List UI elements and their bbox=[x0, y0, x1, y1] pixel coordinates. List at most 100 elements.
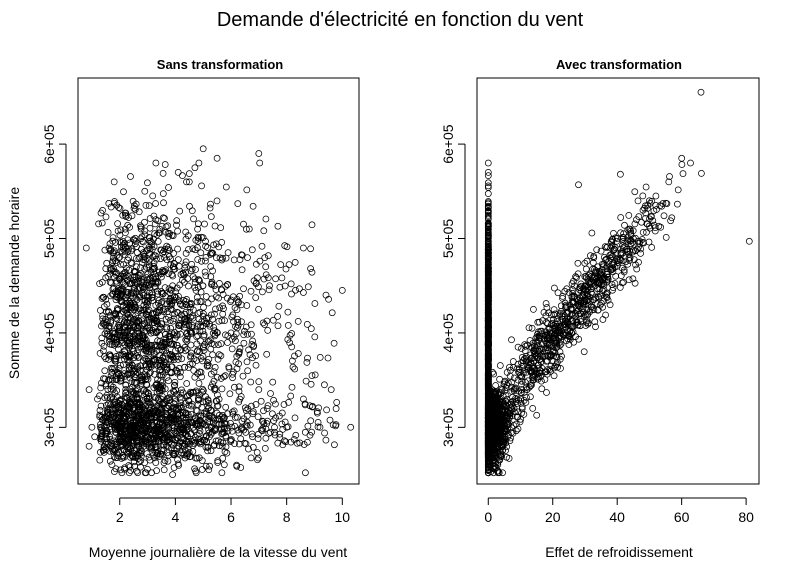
data-point bbox=[130, 204, 138, 212]
data-point bbox=[142, 437, 150, 444]
data-point bbox=[161, 161, 169, 168]
data-point bbox=[118, 421, 126, 428]
y-tick-label: 6e+05 bbox=[440, 124, 456, 164]
data-point bbox=[158, 392, 166, 400]
data-point bbox=[563, 310, 571, 317]
data-point bbox=[220, 461, 228, 469]
data-point bbox=[117, 260, 124, 268]
data-point bbox=[181, 363, 188, 371]
data-point bbox=[97, 448, 104, 456]
data-point bbox=[495, 456, 503, 464]
data-point bbox=[113, 375, 121, 383]
data-point bbox=[137, 264, 144, 271]
data-point bbox=[639, 192, 647, 200]
data-point bbox=[206, 204, 214, 212]
data-point bbox=[122, 381, 130, 389]
data-point bbox=[160, 466, 168, 474]
data-point bbox=[112, 355, 120, 363]
data-point bbox=[259, 427, 266, 435]
data-point bbox=[217, 375, 225, 382]
data-point bbox=[260, 407, 267, 415]
data-point bbox=[96, 456, 104, 464]
data-point bbox=[116, 325, 123, 333]
data-point bbox=[603, 289, 611, 297]
data-point bbox=[109, 258, 116, 266]
data-point bbox=[137, 445, 144, 453]
data-point bbox=[512, 384, 519, 392]
data-point bbox=[321, 429, 328, 437]
data-point bbox=[138, 412, 145, 419]
data-point bbox=[220, 429, 228, 437]
data-point bbox=[135, 424, 143, 432]
data-point bbox=[261, 321, 268, 328]
data-point bbox=[609, 286, 616, 294]
data-point bbox=[167, 255, 174, 263]
data-point bbox=[111, 329, 119, 337]
data-point bbox=[240, 339, 248, 347]
data-point bbox=[269, 410, 276, 418]
data-point bbox=[152, 278, 159, 286]
panel-title: Sans transformation bbox=[157, 57, 283, 72]
data-point bbox=[223, 449, 231, 457]
data-point bbox=[619, 242, 626, 249]
data-point bbox=[115, 364, 123, 372]
data-point bbox=[102, 429, 110, 437]
data-point bbox=[152, 382, 160, 389]
data-point bbox=[167, 286, 175, 294]
data-point bbox=[516, 372, 524, 379]
data-point bbox=[162, 330, 169, 338]
data-point bbox=[139, 276, 147, 284]
data-point bbox=[278, 409, 286, 417]
data-point bbox=[153, 388, 161, 396]
data-point bbox=[556, 311, 564, 319]
data-point bbox=[143, 395, 151, 403]
data-point bbox=[104, 409, 112, 416]
data-point bbox=[193, 348, 201, 355]
data-point bbox=[213, 329, 221, 336]
data-point bbox=[117, 243, 125, 251]
data-point bbox=[204, 244, 211, 251]
data-point bbox=[489, 388, 497, 396]
data-point bbox=[199, 353, 207, 360]
data-point bbox=[146, 425, 153, 433]
x-axis-label: Moyenne journalière de la vitesse du ven… bbox=[89, 544, 347, 560]
data-point bbox=[209, 267, 216, 275]
data-point bbox=[198, 457, 206, 464]
data-point bbox=[115, 399, 123, 407]
data-point bbox=[194, 396, 202, 404]
data-point bbox=[330, 339, 338, 347]
data-point bbox=[255, 150, 263, 157]
data-point bbox=[180, 451, 188, 458]
data-point bbox=[534, 375, 542, 383]
data-point bbox=[128, 442, 135, 450]
data-point bbox=[541, 346, 549, 354]
data-point bbox=[106, 240, 114, 248]
data-point bbox=[182, 411, 190, 418]
data-point bbox=[126, 223, 133, 231]
data-point bbox=[286, 332, 294, 339]
data-point bbox=[484, 393, 492, 400]
data-point bbox=[484, 274, 492, 281]
data-point bbox=[122, 390, 129, 397]
data-point bbox=[224, 249, 232, 256]
data-point bbox=[282, 265, 290, 273]
data-point bbox=[311, 333, 319, 341]
data-point bbox=[194, 237, 202, 245]
data-point bbox=[104, 332, 112, 340]
data-point bbox=[287, 280, 295, 288]
data-point bbox=[168, 231, 176, 239]
data-point bbox=[137, 307, 144, 314]
data-point bbox=[132, 268, 139, 276]
data-point bbox=[240, 285, 247, 293]
data-point bbox=[176, 207, 184, 215]
data-point bbox=[198, 233, 205, 241]
data-point bbox=[105, 322, 113, 330]
data-point bbox=[136, 450, 144, 457]
data-point bbox=[625, 212, 633, 219]
data-point bbox=[163, 421, 171, 429]
data-point bbox=[627, 230, 634, 237]
data-point bbox=[172, 386, 180, 394]
data-point bbox=[146, 395, 153, 403]
data-point bbox=[131, 427, 138, 435]
data-point bbox=[158, 222, 166, 230]
